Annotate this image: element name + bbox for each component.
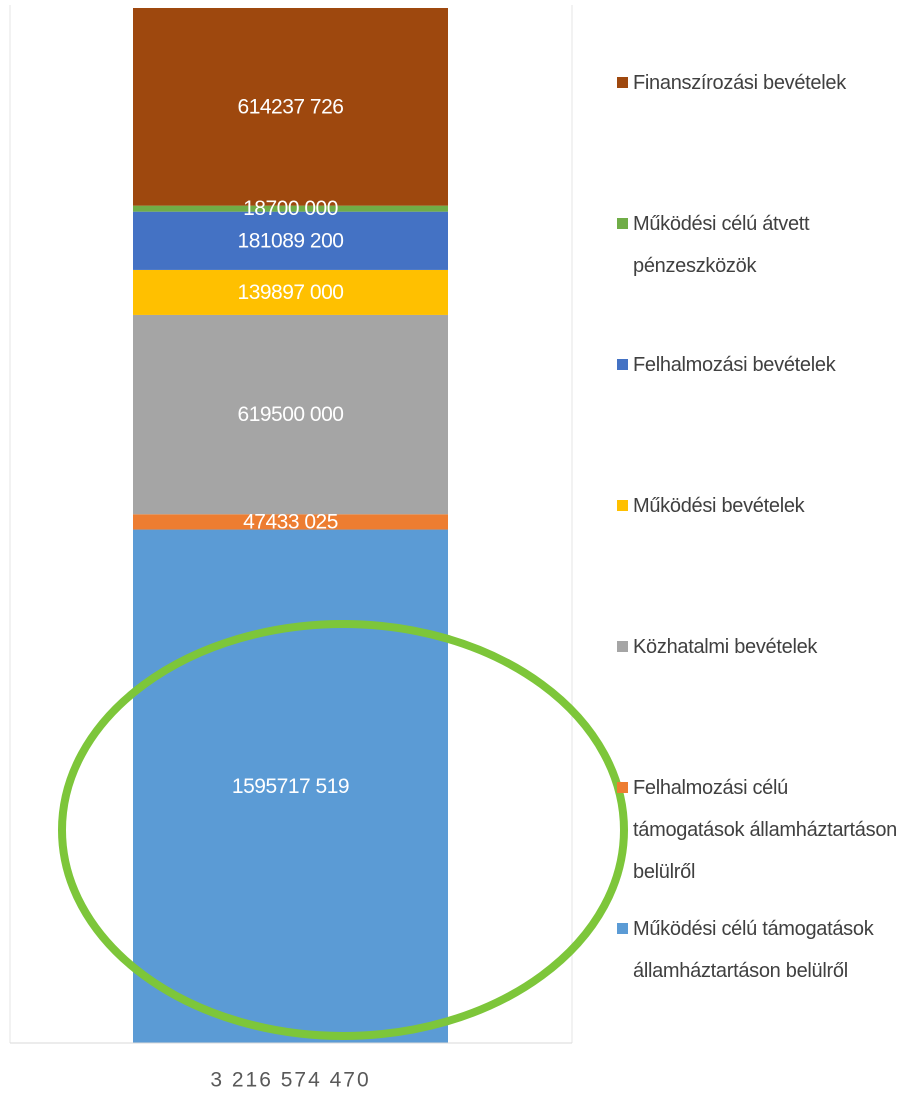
bar-segment (133, 314, 448, 515)
highlight-ellipse (58, 620, 628, 1040)
legend-item: Működési célú támogatások államháztartás… (617, 908, 902, 992)
bar-segment (133, 514, 448, 530)
legend-item: Felhalmozási bevételek (617, 344, 902, 386)
legend-label: Működési célú támogatások államháztartás… (633, 918, 874, 982)
legend-label: Felhalmozási célú támogatások államházta… (633, 777, 897, 883)
legend-label: Működési bevételek (633, 495, 805, 517)
legend-swatch (617, 923, 628, 934)
bar-segment (133, 269, 448, 315)
x-tick-label: 3 216 574 470 (210, 1069, 370, 1092)
data-label: 619500 000 (238, 403, 344, 426)
data-label: 139897 000 (238, 281, 344, 304)
bar-segment (133, 8, 448, 206)
legend-label: Működési célú átvett pénzeszközök (633, 213, 810, 277)
data-label: 1595717 519 (232, 775, 349, 798)
data-label: 18700 000 (243, 197, 338, 220)
bar-segment (133, 529, 448, 1043)
bars (133, 8, 448, 1043)
legend-swatch (617, 359, 628, 370)
legend-swatch (617, 218, 628, 229)
legend-swatch (617, 782, 628, 793)
legend-item: Működési bevételek (617, 485, 902, 527)
legend-label: Finanszírozási bevételek (633, 72, 846, 94)
bar-segment (133, 211, 448, 270)
data-label: 47433 025 (243, 510, 338, 533)
data-label: 614237 726 (238, 95, 344, 118)
legend-label: Közhatalmi bevételek (633, 636, 818, 658)
legend-swatch (617, 641, 628, 652)
legend-label: Felhalmozási bevételek (633, 354, 836, 376)
data-label: 181089 200 (238, 229, 344, 252)
legend-item: Működési célú átvett pénzeszközök (617, 203, 902, 287)
legend-item: Felhalmozási célú támogatások államházta… (617, 767, 902, 893)
legend-swatch (617, 77, 628, 88)
bar-segment (133, 205, 448, 212)
legend-swatch (617, 500, 628, 511)
legend-item: Közhatalmi bevételek (617, 626, 902, 668)
legend-item: Finanszírozási bevételek (617, 62, 902, 104)
